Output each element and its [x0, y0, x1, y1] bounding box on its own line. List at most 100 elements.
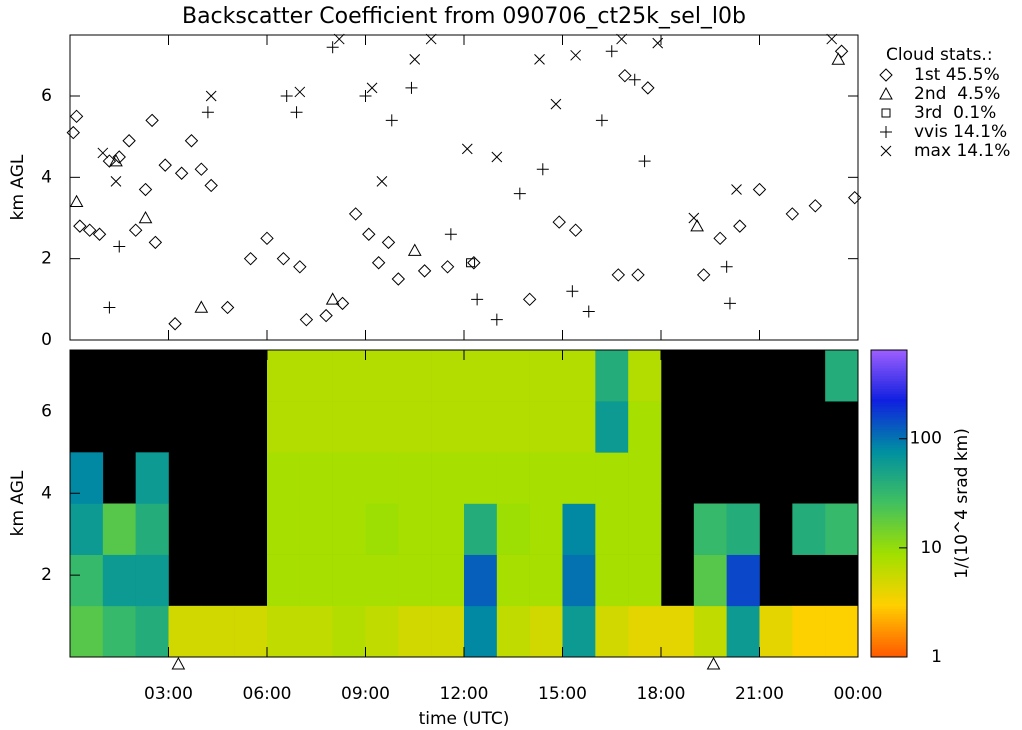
legend-label: 3rd 0.1%	[914, 103, 996, 123]
colorbar-segment	[871, 367, 907, 371]
data-point	[294, 86, 306, 98]
heatmap-cell	[70, 554, 104, 607]
colorbar-tick-label: 100	[910, 429, 942, 449]
colorbar-segment	[871, 462, 907, 466]
colorbar-segment	[871, 567, 907, 571]
heatmap-cell	[628, 503, 662, 555]
x-marker	[171, 656, 186, 670]
data-point	[808, 199, 823, 213]
colorbar-segment	[871, 564, 907, 568]
heatmap-cell	[431, 605, 465, 658]
colorbar-segment	[871, 518, 907, 522]
heatmap-cell	[628, 452, 662, 504]
colorbar-segment	[871, 513, 907, 517]
heatmap-cell	[431, 503, 465, 555]
colorbar-segment	[871, 577, 907, 581]
data-point	[391, 272, 406, 286]
heatmap-cell	[201, 605, 235, 658]
x-tick-label: 18:00	[637, 684, 686, 704]
data-point	[371, 256, 386, 270]
heatmap-cell	[398, 503, 432, 555]
heatmap-cell	[759, 605, 793, 658]
heatmap-cell	[365, 503, 399, 555]
data-point	[834, 44, 849, 58]
colorbar-segment	[871, 495, 907, 499]
data-point	[174, 166, 189, 180]
plot-frame	[69, 34, 859, 341]
colorbar-segment	[871, 554, 907, 558]
heatmap-cell	[431, 401, 465, 453]
colorbar-segment	[871, 593, 907, 597]
heatmap-cell	[693, 605, 727, 658]
x-tick-label: 12:00	[440, 684, 489, 704]
data-point	[570, 49, 581, 61]
data-point	[616, 33, 627, 45]
colorbar-segment	[871, 516, 907, 520]
x-tick-label: 15:00	[538, 684, 587, 704]
colorbar-segment	[871, 413, 907, 418]
colorbar-segment	[871, 523, 907, 528]
colorbar-segment	[871, 352, 907, 356]
data-point	[641, 81, 655, 95]
data-point	[566, 285, 579, 298]
data-point	[220, 300, 235, 315]
colorbar-segment	[871, 419, 907, 423]
colorbar-segment	[871, 498, 907, 502]
data-point	[293, 260, 307, 274]
data-point	[260, 231, 274, 246]
data-point	[158, 158, 172, 172]
data-point	[631, 268, 645, 282]
colorbar-segment	[871, 618, 907, 622]
colorbar-segment	[871, 380, 907, 384]
colorbar-segment	[871, 475, 907, 479]
heatmap-cell	[135, 605, 169, 658]
y-tick-label: 2	[41, 249, 52, 269]
colorbar-segment	[871, 398, 907, 402]
heatmap-cell	[267, 554, 301, 607]
data-point	[333, 33, 345, 45]
colorbar-segment	[871, 439, 907, 443]
heatmap-cell	[365, 350, 399, 402]
heatmap-cell	[135, 554, 169, 607]
legend-label: vvis 14.1%	[914, 122, 1007, 142]
colorbar-segment	[871, 582, 907, 586]
colorbar-segment	[871, 360, 907, 364]
colorbar-segment	[871, 559, 907, 563]
heatmap-cell	[628, 554, 662, 607]
heatmap-cell	[562, 401, 596, 453]
heatmap-cell	[628, 401, 662, 453]
heatmap-cell	[332, 554, 366, 607]
heatmap-cell	[628, 350, 662, 402]
data-point	[184, 134, 199, 148]
colorbar-segment	[871, 636, 907, 640]
heatmap-cell	[299, 350, 333, 402]
heatmap-cell	[496, 554, 530, 607]
data-point	[513, 187, 526, 200]
y-tick-label: 2	[41, 565, 52, 585]
data-point	[536, 163, 549, 176]
colorbar-segment	[871, 488, 907, 492]
heatmap-cell	[595, 605, 629, 658]
heatmap-cell	[70, 503, 104, 555]
heatmap-cell	[496, 401, 530, 453]
colorbar-segment	[871, 390, 907, 394]
y-tick-label: 0	[41, 330, 52, 350]
colorbar-segment	[871, 508, 907, 512]
legend-marker	[881, 108, 891, 118]
colorbar-segment	[871, 383, 907, 387]
heatmap-cell	[70, 452, 104, 504]
colorbar-segment	[871, 654, 907, 658]
heatmap-cell	[332, 401, 366, 453]
heatmap-cell	[529, 452, 563, 504]
heatmap-cell	[332, 503, 366, 555]
colorbar-segment	[871, 608, 907, 612]
data-point	[490, 313, 503, 326]
colorbar-segment	[871, 493, 907, 497]
legend-title: Cloud stats.:	[886, 45, 993, 65]
heatmap-cell	[726, 503, 760, 555]
heatmap-cell	[595, 350, 629, 402]
heatmap-cell	[365, 452, 399, 504]
data-point	[97, 147, 109, 159]
colorbar-segment	[871, 424, 907, 428]
colorbar-segment	[871, 623, 907, 627]
